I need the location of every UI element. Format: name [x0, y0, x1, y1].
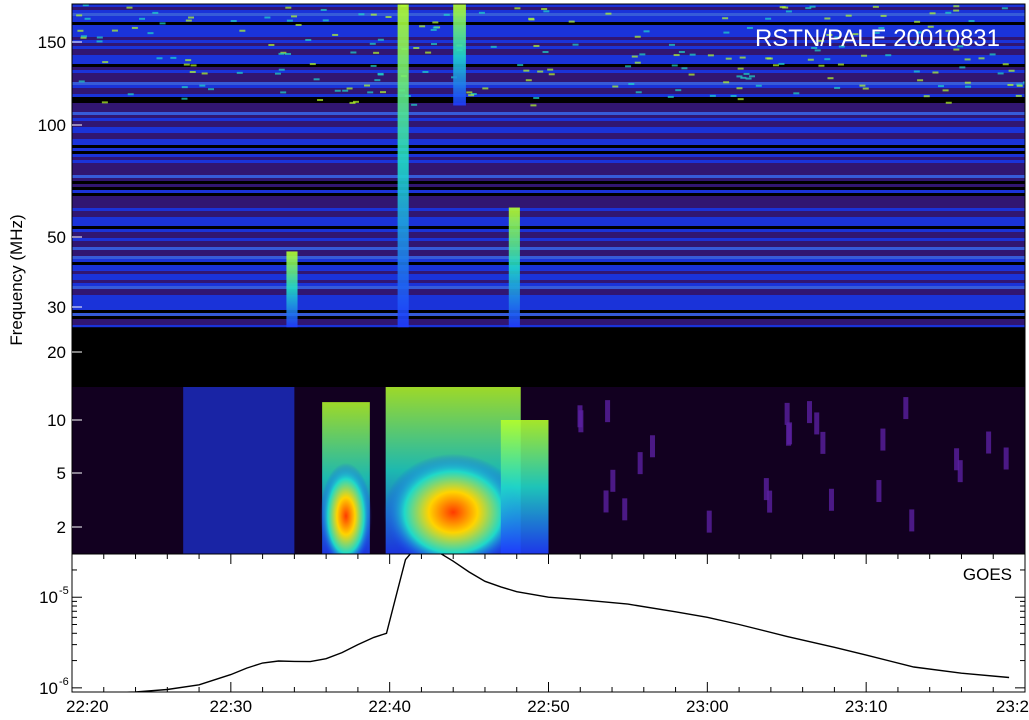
- radio-burst-7: [183, 386, 295, 554]
- goes-label: GOES: [963, 565, 1012, 584]
- radio-burst-2: [508, 207, 520, 328]
- goes-panel-background: [72, 554, 1025, 692]
- radio-burst-1: [453, 4, 466, 106]
- frequency-axis-label: Frequency (MHz): [7, 214, 26, 345]
- radio-burst-6: [500, 420, 549, 554]
- frequency-axis-ticks: 150 100 50 30 20 10 5 2: [38, 33, 82, 537]
- goes-flux-line: [110, 554, 1010, 692]
- radio-bursts: [183, 4, 549, 554]
- time-tick-label-4: 23:00: [686, 697, 729, 716]
- time-tick-label-3: 22:50: [527, 697, 570, 716]
- radio-burst-core-5: [383, 453, 523, 554]
- frequency-tick-label-6: 5: [57, 464, 66, 483]
- frequency-tick-label-2: 50: [47, 228, 66, 247]
- goes-tick-exponent-0: -5: [59, 585, 69, 597]
- radio-burst-3: [286, 251, 298, 328]
- goes-panel: [110, 554, 1010, 692]
- time-tick-label-6: 23:2: [996, 697, 1029, 716]
- goes-tick-label-0: 10: [39, 588, 58, 607]
- frequency-tick-label-1: 100: [38, 116, 66, 135]
- frequency-tick-label-0: 150: [38, 33, 66, 52]
- frequency-tick-label-4: 20: [47, 343, 66, 362]
- spectrum-data-gap: [72, 327, 1025, 387]
- goes-tick-label-1: 10: [39, 679, 58, 698]
- frequency-tick-label-3: 30: [47, 298, 66, 317]
- frequency-tick-label-7: 2: [57, 518, 66, 537]
- time-tick-label-1: 22:30: [210, 697, 253, 716]
- dynamic-spectrum-panel: [72, 4, 1025, 554]
- time-tick-label-0: 22:20: [66, 697, 109, 716]
- time-axis-ticks: 22:20 22:30 22:40 22:50 23:00 23:10 23:2: [66, 554, 1029, 716]
- radio-burst-core-4: [320, 462, 372, 554]
- radio-burst-0: [397, 4, 409, 328]
- spectrum-title: RSTN/PALE 20010831: [755, 25, 1000, 52]
- frequency-tick-label-5: 10: [47, 411, 66, 430]
- goes-tick-exponent-1: -6: [59, 676, 69, 688]
- goes-axis-ticks: 10-510-6: [39, 553, 1025, 698]
- time-tick-label-5: 23:10: [845, 697, 888, 716]
- time-tick-label-2: 22:40: [368, 697, 411, 716]
